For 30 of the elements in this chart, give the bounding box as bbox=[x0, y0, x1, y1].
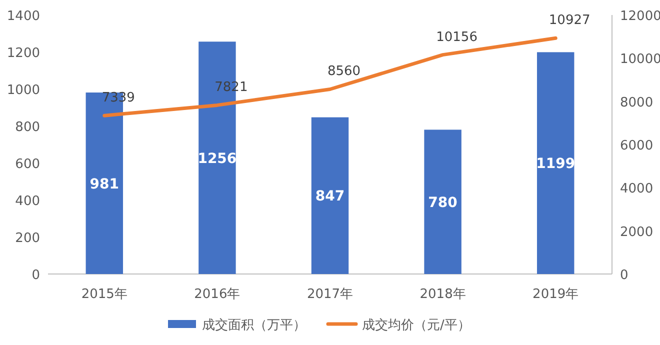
y-tick-label: 1000 bbox=[6, 83, 40, 98]
y2-tick-label: 8000 bbox=[620, 95, 654, 110]
data-label: 8560 bbox=[327, 64, 361, 80]
y-tick-label: 0 bbox=[32, 268, 40, 283]
y2-tick-label: 6000 bbox=[620, 138, 654, 154]
bar bbox=[424, 130, 462, 274]
y2-tick-label: 4000 bbox=[620, 182, 654, 197]
legend-label: 成交均价（元/平） bbox=[362, 317, 470, 333]
y-tick-label: 1400 bbox=[6, 9, 40, 24]
y-tick-label: 1200 bbox=[6, 46, 40, 61]
legend-label: 成交面积（万平） bbox=[202, 317, 306, 333]
x-tick-label: 2019年 bbox=[532, 287, 579, 302]
x-tick-label: 2016年 bbox=[194, 287, 240, 302]
data-label: 847 bbox=[315, 188, 345, 205]
bar bbox=[311, 117, 349, 274]
x-tick-label: 2015年 bbox=[81, 287, 128, 302]
data-label: 780 bbox=[428, 194, 458, 211]
data-label: 10927 bbox=[548, 13, 590, 28]
y-tick-label: 400 bbox=[15, 194, 40, 209]
x-tick-label: 2017年 bbox=[306, 287, 354, 302]
y-tick-label: 200 bbox=[15, 231, 40, 246]
y2-tick-label: 2000 bbox=[620, 224, 654, 240]
data-label: 1256 bbox=[198, 150, 237, 167]
data-label: 10156 bbox=[436, 30, 478, 45]
data-label: 981 bbox=[90, 176, 120, 192]
x-tick-label: 2018年 bbox=[420, 287, 466, 302]
y-tick-label: 600 bbox=[15, 157, 40, 172]
y-tick-label: 800 bbox=[15, 120, 40, 135]
y2-tick-label: 0 bbox=[620, 268, 628, 283]
bar bbox=[536, 52, 574, 274]
